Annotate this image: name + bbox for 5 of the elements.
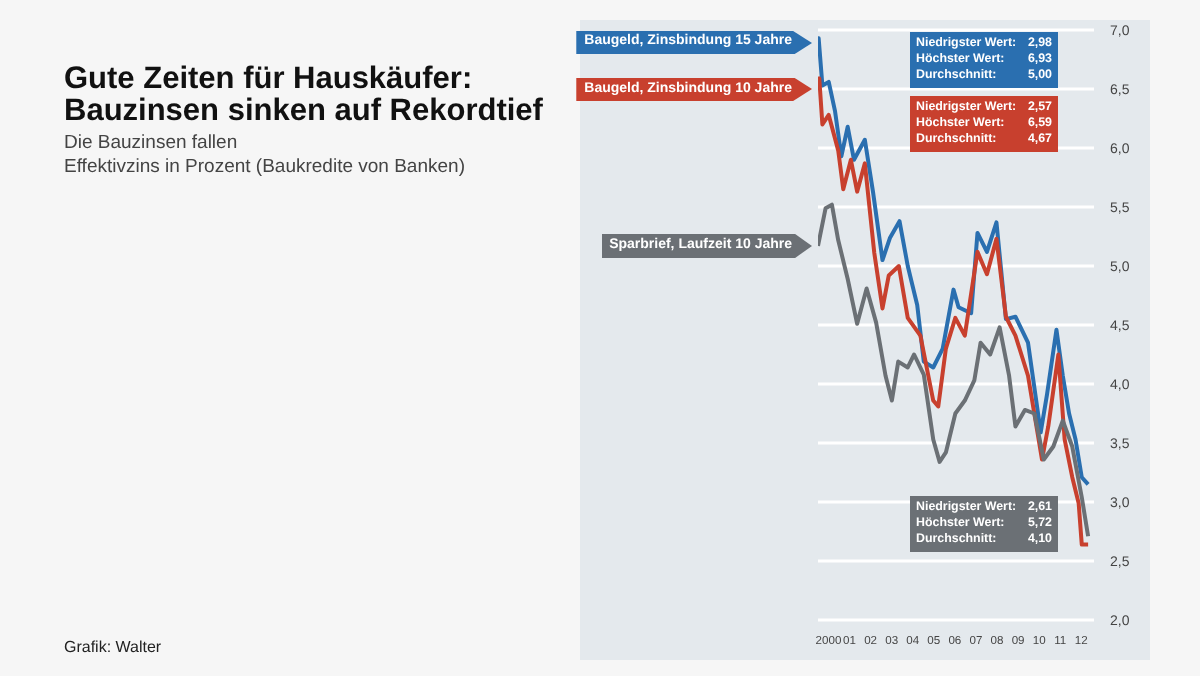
text: Die Bauzinsen fallen Effektivzins in Prozent (Baukredite von Banken): [64, 132, 465, 180]
text: Grafik: Walter: [64, 638, 162, 656]
text: Gute Zeiten für Hauskäufer: Bauzinsen sinken auf Rekordtief: [64, 62, 543, 128]
line-series: [818, 36, 1091, 487]
line-series: [818, 76, 1091, 547]
